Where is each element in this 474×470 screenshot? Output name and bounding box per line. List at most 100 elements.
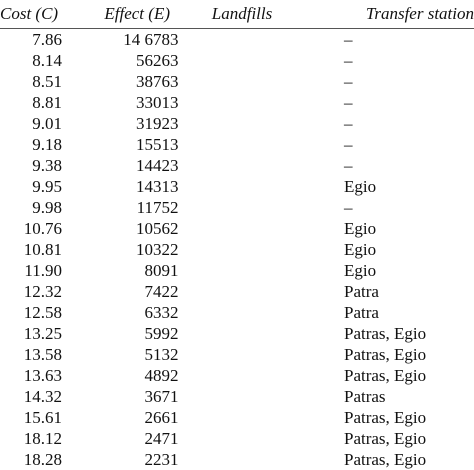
cell-landfills: 3 xyxy=(170,92,314,113)
cell-landfills: 1 xyxy=(170,428,314,449)
cell-landfills: 2 xyxy=(170,302,314,323)
cell-cost: 12.32 xyxy=(0,281,62,302)
cell-landfills: 3 xyxy=(170,155,314,176)
cell-transfer-station: – xyxy=(314,155,474,176)
cell-landfills: 2 xyxy=(170,218,314,239)
cell-effect: 14 678 xyxy=(62,29,170,51)
cell-landfills: 2 xyxy=(170,239,314,260)
cell-effect: 247 xyxy=(62,428,170,449)
cell-cost: 13.58 xyxy=(0,344,62,365)
cell-transfer-station: Patras, Egio xyxy=(314,344,474,365)
cell-effect: 1442 xyxy=(62,155,170,176)
cell-effect: 599 xyxy=(62,323,170,344)
cell-transfer-station: Egio xyxy=(314,260,474,281)
cell-transfer-station: Patras, Egio xyxy=(314,407,474,428)
cell-transfer-station: Patras, Egio xyxy=(314,449,474,470)
cell-transfer-station: – xyxy=(314,197,474,218)
cell-transfer-station: Patras, Egio xyxy=(314,428,474,449)
cell-cost: 9.98 xyxy=(0,197,62,218)
cell-effect: 1431 xyxy=(62,176,170,197)
cell-transfer-station: – xyxy=(314,113,474,134)
cell-cost: 8.14 xyxy=(0,50,62,71)
cell-landfills: 3 xyxy=(170,113,314,134)
cell-transfer-station: – xyxy=(314,92,474,113)
cell-transfer-station: Egio xyxy=(314,218,474,239)
cell-cost: 18.28 xyxy=(0,449,62,470)
cell-landfills: 1 xyxy=(170,260,314,281)
header-cost: Cost (C) xyxy=(0,0,62,29)
cell-effect: 742 xyxy=(62,281,170,302)
cell-transfer-station: – xyxy=(314,134,474,155)
cell-landfills: 1 xyxy=(170,407,314,428)
cell-landfills: 2 xyxy=(170,344,314,365)
cell-transfer-station: Patras, Egio xyxy=(314,323,474,344)
cell-cost: 18.12 xyxy=(0,428,62,449)
cell-landfills: 3 xyxy=(170,176,314,197)
cell-cost: 13.63 xyxy=(0,365,62,386)
cell-effect: 489 xyxy=(62,365,170,386)
cell-effect: 223 xyxy=(62,449,170,470)
cell-landfills: 2 xyxy=(170,365,314,386)
table-header: Cost (C) Effect (E) Landfills Transfer s… xyxy=(0,0,474,29)
cell-effect: 5626 xyxy=(62,50,170,71)
cell-transfer-station: – xyxy=(314,50,474,71)
cell-landfills: 3 xyxy=(170,50,314,71)
cell-effect: 633 xyxy=(62,302,170,323)
cell-cost: 11.90 xyxy=(0,260,62,281)
cell-effect: 367 xyxy=(62,386,170,407)
cell-cost: 8.81 xyxy=(0,92,62,113)
cell-cost: 9.18 xyxy=(0,134,62,155)
cell-cost: 9.95 xyxy=(0,176,62,197)
cell-landfills: 3 xyxy=(170,29,314,51)
cell-cost: 8.51 xyxy=(0,71,62,92)
header-effect: Effect (E) xyxy=(62,0,170,29)
cell-transfer-station: – xyxy=(314,71,474,92)
cell-transfer-station: Patra xyxy=(314,281,474,302)
cell-transfer-station: Patras xyxy=(314,386,474,407)
cell-effect: 3192 xyxy=(62,113,170,134)
header-transfer-station: Transfer station xyxy=(314,0,474,29)
header-landfills: Landfills xyxy=(170,0,314,29)
cell-effect: 1056 xyxy=(62,218,170,239)
cell-cost: 10.76 xyxy=(0,218,62,239)
cell-effect: 1551 xyxy=(62,134,170,155)
cell-cost: 13.25 xyxy=(0,323,62,344)
cell-cost: 7.86 xyxy=(0,29,62,51)
cell-cost: 10.81 xyxy=(0,239,62,260)
cell-cost: 12.58 xyxy=(0,302,62,323)
cell-landfills: 2 xyxy=(170,323,314,344)
cell-cost: 9.01 xyxy=(0,113,62,134)
cell-landfills: 1 xyxy=(170,449,314,470)
cell-transfer-station: Patras, Egio xyxy=(314,365,474,386)
cell-cost: 14.32 xyxy=(0,386,62,407)
cell-cost: 9.38 xyxy=(0,155,62,176)
cell-cost: 15.61 xyxy=(0,407,62,428)
cell-effect: 3876 xyxy=(62,71,170,92)
cell-landfills: 1 xyxy=(170,386,314,407)
cell-effect: 1175 xyxy=(62,197,170,218)
cell-effect: 1032 xyxy=(62,239,170,260)
cell-transfer-station: – xyxy=(314,29,474,51)
cell-effect: 3301 xyxy=(62,92,170,113)
cell-transfer-station: Egio xyxy=(314,239,474,260)
